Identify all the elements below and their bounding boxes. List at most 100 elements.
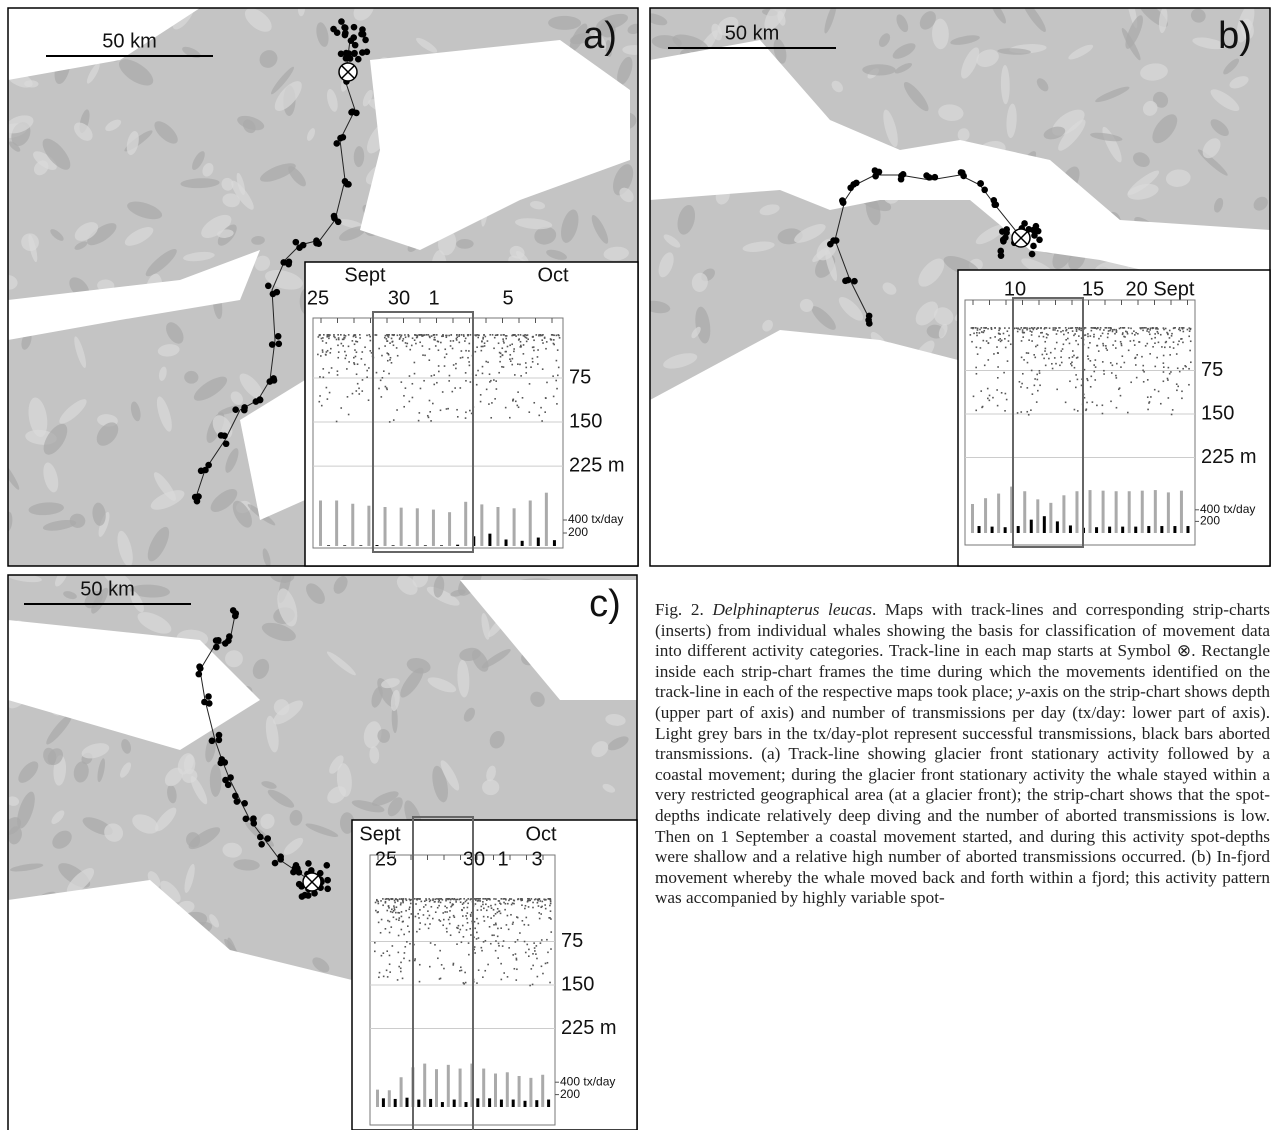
spot-depth [382, 377, 384, 379]
spot-depth [415, 916, 417, 918]
position [273, 289, 280, 296]
spot-depth [533, 942, 535, 944]
spot-depth [412, 397, 414, 399]
spot-depth [398, 966, 400, 968]
position [898, 173, 905, 180]
spot-depth [442, 899, 444, 901]
spot-depth [494, 337, 496, 339]
spot-depth [529, 985, 531, 987]
spot-depth [490, 917, 492, 919]
aborted-bar [465, 1102, 468, 1107]
position [324, 886, 331, 893]
spot-depth [338, 339, 340, 341]
spot-depth [1169, 337, 1171, 339]
spot-depth [512, 358, 514, 360]
spot-depth [1130, 381, 1132, 383]
spot-depth [1008, 335, 1010, 337]
spot-depth [436, 334, 438, 336]
position [999, 228, 1006, 235]
spot-depth [469, 365, 471, 367]
position [350, 34, 357, 41]
spot-depth [525, 905, 527, 907]
success-bar [494, 1074, 497, 1107]
spot-depth [419, 981, 421, 983]
aborted-bar [453, 1100, 456, 1107]
spot-depth [1176, 389, 1178, 391]
spot-depth [444, 911, 446, 913]
spot-depth [511, 904, 513, 906]
spot-depth [343, 335, 345, 337]
spot-depth [1078, 335, 1080, 337]
axis-var: y [1017, 682, 1025, 701]
spot-depth [1147, 328, 1149, 330]
spot-depth [1063, 334, 1065, 336]
spot-depth [320, 355, 322, 357]
spot-depth [520, 345, 522, 347]
spot-depth [357, 383, 359, 385]
spot-depth [1167, 334, 1169, 336]
spot-depth [475, 903, 477, 905]
spot-depth [337, 374, 339, 376]
spot-depth [352, 393, 354, 395]
spot-depth [1051, 363, 1053, 365]
spot-depth [1116, 331, 1118, 333]
spot-depth [526, 335, 528, 337]
spot-depth [400, 971, 402, 973]
spot-depth [557, 375, 559, 377]
spot-depth [474, 898, 476, 900]
position [227, 774, 234, 781]
spot-depth [449, 916, 451, 918]
spot-depth [553, 343, 555, 345]
success-bar [351, 504, 354, 546]
spot-depth [357, 341, 359, 343]
spot-depth [387, 360, 389, 362]
spot-depth [1007, 330, 1009, 332]
success-bar [545, 493, 548, 546]
spot-depth [495, 950, 497, 952]
spot-depth [1130, 328, 1132, 330]
spot-depth [1154, 337, 1156, 339]
spot-depth [421, 901, 423, 903]
position [1029, 251, 1036, 258]
spot-depth [389, 971, 391, 973]
spot-depth [378, 922, 380, 924]
spot-depth [493, 898, 495, 900]
spot-depth [1141, 356, 1143, 358]
spot-depth [477, 370, 479, 372]
spot-depth [429, 901, 431, 903]
day-label: 1 [497, 848, 508, 870]
spot-depth [990, 337, 992, 339]
aborted-bar [524, 1101, 527, 1107]
spot-depth [980, 390, 982, 392]
spot-depth [403, 958, 405, 960]
spot-depth [1003, 333, 1005, 335]
spot-depth [460, 898, 462, 900]
spot-depth [1190, 361, 1192, 363]
success-bar [482, 1069, 485, 1107]
spot-depth [532, 361, 534, 363]
spot-depth [429, 337, 431, 339]
spot-depth [452, 340, 454, 342]
spot-depth [389, 421, 391, 423]
success-bar [319, 501, 322, 547]
position [850, 181, 857, 188]
spot-depth [399, 898, 401, 900]
spot-depth [456, 334, 458, 336]
spot-depth [379, 972, 381, 974]
spot-depth [1079, 329, 1081, 331]
spot-depth [1065, 402, 1067, 404]
spot-depth [517, 939, 519, 941]
spot-depth [1077, 410, 1079, 412]
spot-depth [417, 335, 419, 337]
spot-depth [435, 345, 437, 347]
spot-depth [537, 900, 539, 902]
spot-depth [501, 979, 503, 981]
spot-depth [505, 407, 507, 409]
spot-depth [1105, 327, 1107, 329]
aborted-bar [488, 534, 491, 546]
spot-depth [1163, 355, 1165, 357]
spot-depth [1090, 335, 1092, 337]
species: Delphinapterus leucas [712, 600, 872, 619]
spot-depth [540, 334, 542, 336]
spot-depth [1135, 332, 1137, 334]
